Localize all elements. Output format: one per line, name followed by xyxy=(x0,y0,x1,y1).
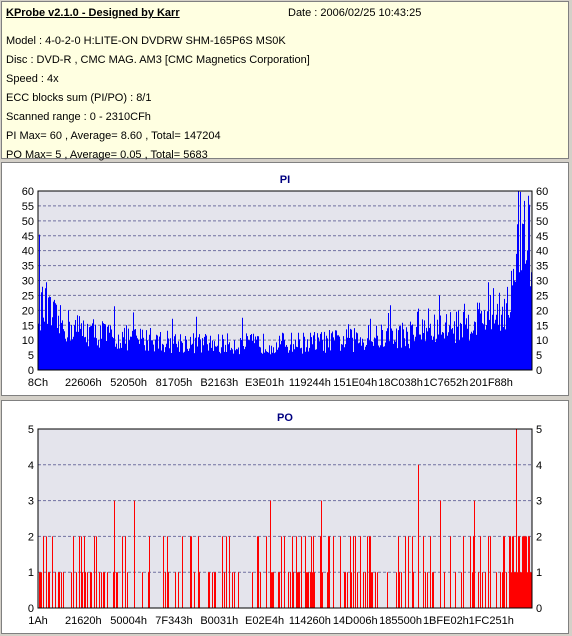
y-tick-label-left: 60 xyxy=(22,186,34,198)
x-tick-label: 7F343h xyxy=(155,615,192,627)
y-tick-label-right: 25 xyxy=(536,290,548,302)
po-chart: PO 0 0 1 1 2 2 3 3 4 4 5 5 1Ah 21620h 50004h 7F343h B0031… xyxy=(28,412,542,627)
x-tick-label: 201F88h xyxy=(469,377,512,389)
po-chart-panel: PO 0 0 1 1 2 2 3 3 4 4 5 5 1Ah 21620h 50004h 7F343h B0031… xyxy=(1,400,569,634)
y-tick-label-right: 0 xyxy=(536,365,542,377)
y-tick-label-left: 5 xyxy=(28,424,34,436)
y-tick-label-right: 40 xyxy=(536,246,548,258)
y-tick-label-right: 50 xyxy=(536,216,548,228)
x-tick-label: 185500h xyxy=(379,615,422,627)
x-tick-label: 1C7652h xyxy=(424,377,469,389)
y-tick-label-right: 0 xyxy=(536,603,542,615)
x-tick-label: E02E4h xyxy=(245,615,284,627)
x-tick-label: 22606h xyxy=(65,377,102,389)
chart-title: PO xyxy=(277,412,293,424)
y-tick-label-left: 35 xyxy=(22,261,34,273)
po-bar-series xyxy=(39,429,532,608)
chart-title: PI xyxy=(280,174,290,186)
y-tick-label-left: 1 xyxy=(28,567,34,579)
y-tick-label-right: 5 xyxy=(536,424,542,436)
x-tick-label: B2163h xyxy=(200,377,238,389)
y-tick-label-left: 10 xyxy=(22,335,34,347)
y-tick-label-left: 30 xyxy=(22,276,34,288)
info-panel: KProbe v2.1.0 - Designed by Karr Date : … xyxy=(1,1,569,161)
model-line: Model : 4-0-2-0 H:LITE-ON DVDRW SHM-165P… xyxy=(6,35,286,47)
y-tick-label-left: 50 xyxy=(22,216,34,228)
y-tick-label-right: 3 xyxy=(536,496,542,508)
y-tick-label-right: 30 xyxy=(536,276,548,288)
y-tick-label-right: 45 xyxy=(536,231,548,243)
y-tick-label-left: 15 xyxy=(22,320,34,332)
y-tick-label-left: 40 xyxy=(22,246,34,258)
y-tick-label-left: 55 xyxy=(22,201,34,213)
x-tick-label: 52050h xyxy=(110,377,147,389)
y-tick-label-right: 2 xyxy=(536,531,542,543)
y-tick-label-left: 2 xyxy=(28,531,34,543)
x-tick-label: 81705h xyxy=(156,377,193,389)
ecc-line: ECC blocks sum (PI/PO) : 8/1 xyxy=(6,92,152,104)
y-tick-label-right: 1 xyxy=(536,567,542,579)
y-tick-label-right: 20 xyxy=(536,305,548,317)
x-tick-label: 1FC251h xyxy=(469,615,514,627)
x-tick-label: B0031h xyxy=(200,615,238,627)
po-bars xyxy=(39,429,532,608)
y-tick-label-right: 55 xyxy=(536,201,548,213)
y-tick-label-left: 5 xyxy=(28,350,34,362)
x-tick-label: 151E04h xyxy=(333,377,377,389)
range-line: Scanned range : 0 - 2310CFh xyxy=(6,111,151,123)
x-tick-label: 1Ah xyxy=(28,615,48,627)
x-tick-label: 21620h xyxy=(65,615,102,627)
y-tick-label-left: 25 xyxy=(22,290,34,302)
y-tick-label-right: 60 xyxy=(536,186,548,198)
y-tick-label-right: 15 xyxy=(536,320,548,332)
pi-chart-panel: PI 0 0 5 5 10 10 15 15 20 20 25 25 30 30 35 35 40 40 45 45 50… xyxy=(1,162,569,396)
x-tick-label: 8Ch xyxy=(28,377,48,389)
pi-summary-line: PI Max= 60 , Average= 8.60 , Total= 1472… xyxy=(6,130,221,142)
y-tick-label-left: 3 xyxy=(28,496,34,508)
x-tick-label: 1BFE02h xyxy=(423,615,469,627)
app-title: KProbe v2.1.0 - Designed by Karr xyxy=(6,7,180,19)
x-tick-label: 119244h xyxy=(289,377,331,389)
x-tick-label: 14D006h xyxy=(333,615,378,627)
y-tick-label-left: 4 xyxy=(28,460,34,472)
y-tick-label-left: 0 xyxy=(28,603,34,615)
y-tick-label-right: 5 xyxy=(536,350,542,362)
x-tick-label: E3E01h xyxy=(245,377,284,389)
x-tick-label: 18C038h xyxy=(378,377,423,389)
x-tick-label: 114260h xyxy=(289,615,331,627)
y-tick-label-right: 4 xyxy=(536,460,542,472)
y-tick-label-right: 10 xyxy=(536,335,548,347)
x-tick-label: 50004h xyxy=(110,615,147,627)
y-tick-label-left: 45 xyxy=(22,231,34,243)
plot-frame xyxy=(37,428,533,609)
y-tick-label-left: 20 xyxy=(22,305,34,317)
disc-line: Disc : DVD-R , CMC MAG. AM3 [CMC Magneti… xyxy=(6,54,310,66)
po-summary-line: PO Max= 5 , Average= 0.05 , Total= 5683 xyxy=(6,149,208,161)
plot-frame xyxy=(37,190,533,371)
speed-line: Speed : 4x xyxy=(6,73,59,85)
y-tick-label-right: 35 xyxy=(536,261,548,273)
scan-date: Date : 2006/02/25 10:43:25 xyxy=(288,7,422,19)
y-tick-label-left: 0 xyxy=(28,365,34,377)
